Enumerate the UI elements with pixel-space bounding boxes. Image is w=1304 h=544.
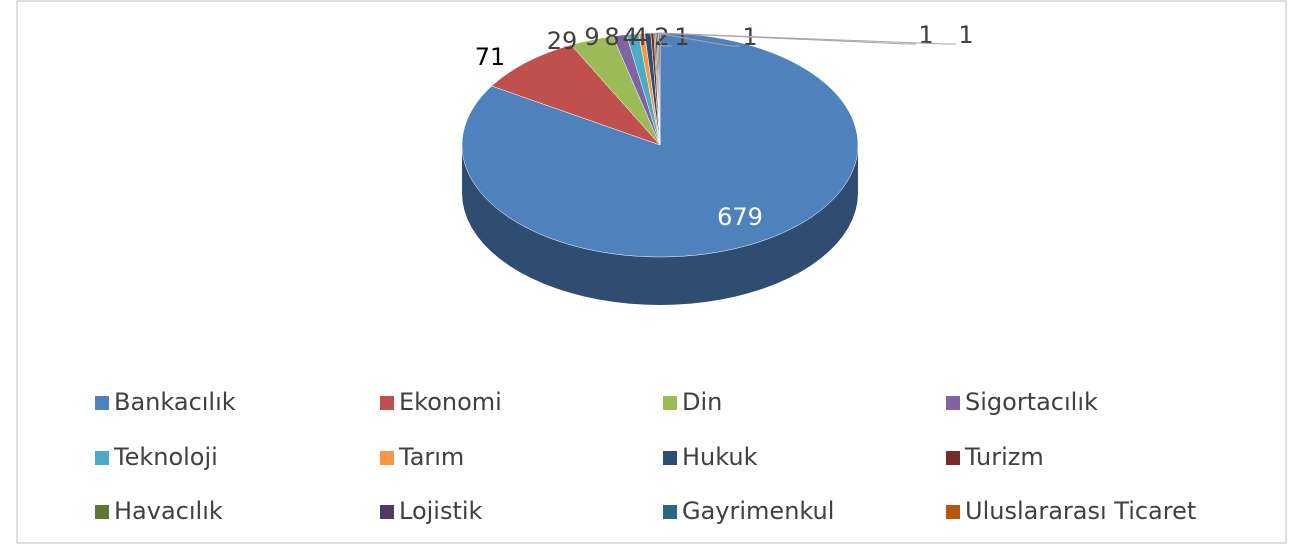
data-label: 71: [475, 43, 506, 71]
leader-line: [656, 32, 740, 47]
legend-label: Turizm: [964, 443, 1044, 471]
data-label: 2: [654, 23, 669, 51]
data-label: 1: [674, 23, 689, 51]
legend-label: Sigortacılık: [965, 388, 1098, 416]
data-label: 4: [622, 23, 637, 51]
legend-label: Uluslararası Ticaret: [965, 497, 1196, 525]
legend-label: Hukuk: [682, 443, 758, 471]
legend-swatch: [946, 451, 960, 465]
legend-swatch: [95, 396, 109, 410]
data-label: 1: [958, 21, 973, 49]
legend-swatch: [380, 505, 394, 519]
legend-label: Lojistik: [399, 497, 483, 525]
slice-side: [462, 145, 858, 305]
data-label: 1: [918, 21, 933, 49]
data-label: 8: [604, 23, 619, 51]
legend-swatch: [663, 505, 677, 519]
legend-label: Din: [682, 388, 722, 416]
leader-line: [659, 32, 956, 45]
legend-swatch: [95, 505, 109, 519]
legend-swatch: [380, 451, 394, 465]
leader-line: [657, 32, 916, 45]
legend-swatch: [946, 505, 960, 519]
leader-line: [654, 32, 672, 47]
data-label: 4: [632, 23, 647, 51]
data-label: 679: [717, 203, 763, 231]
legend-swatch: [663, 396, 677, 410]
data-label: 9: [584, 23, 599, 51]
legend-swatch: [663, 451, 677, 465]
legend-label: Ekonomi: [399, 388, 502, 416]
slice: [491, 44, 661, 146]
legend-label: Teknoloji: [113, 443, 218, 471]
legend-swatch: [95, 451, 109, 465]
legend-swatch: [380, 396, 394, 410]
legend-label: Bankacılık: [114, 388, 236, 416]
legend-label: Tarım: [398, 443, 464, 471]
legend-label: Havacılık: [114, 497, 223, 525]
legend-swatch: [946, 396, 960, 410]
data-label: 29: [547, 27, 578, 55]
legend-label: Gayrimenkul: [682, 497, 834, 525]
